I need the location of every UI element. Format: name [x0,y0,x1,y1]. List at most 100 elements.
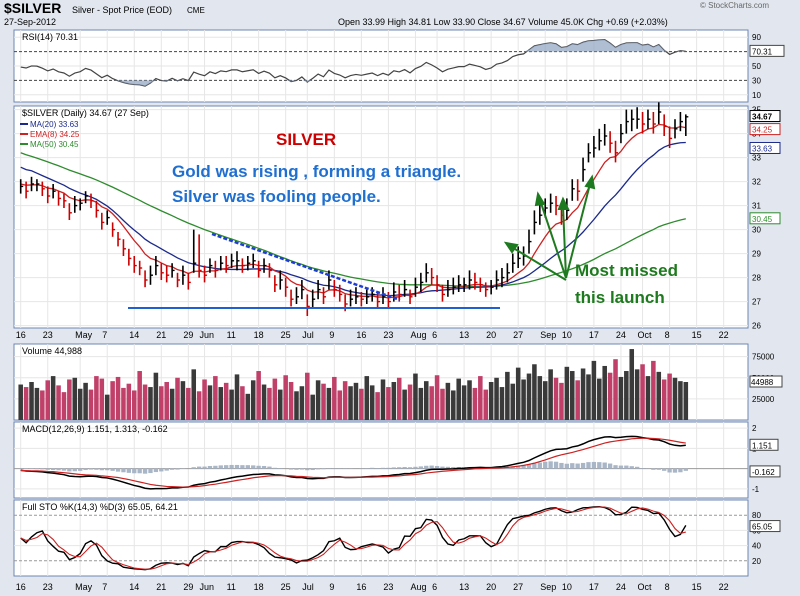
volume-bar-62 [353,382,359,420]
sto-value-tag: 65.05 [752,523,773,532]
x-tick-mid-21: 10 [562,330,572,340]
price-tag-2: 33.63 [752,144,773,153]
macd-histogram-bar-70 [397,467,402,469]
copyright-label: © StockCharts.com [700,1,769,10]
volume-bar-23 [142,384,148,420]
macd-neg-tag: -0.162 [752,468,775,477]
macd-histogram-bar-115 [640,468,645,469]
macd-histogram-bar-44 [256,465,261,469]
macd-histogram-bar-4 [40,468,45,470]
x-tick-mid-7: Jun [200,330,215,340]
macd-histogram-bar-54 [310,468,315,471]
volume-bar-28 [169,388,175,420]
volume-bar-91 [510,383,516,420]
macd-histogram-bar-51 [294,468,299,470]
volume-bar-106 [591,360,597,420]
vol-value-tag-box [749,375,783,388]
volume-bar-72 [407,384,413,420]
x-tick-mid-27: 22 [719,330,729,340]
x-tick-bottom-13: 16 [356,582,366,592]
x-tick-bottom-14: 23 [383,582,393,592]
legend-ema8: EMA(8) 34.25 [30,130,80,139]
x-tick-bottom-25: 8 [665,582,670,592]
macd-histogram-bar-52 [299,468,305,470]
annotation-line1: Gold was rising , forming a triangle. [172,162,461,181]
x-tick-mid-6: 29 [183,330,193,340]
volume-bar-79 [445,382,451,420]
volume-bar-32 [191,369,197,420]
volume-bar-104 [580,368,586,420]
macd-histogram-bar-37 [218,465,223,469]
volume-bar-19 [121,387,126,420]
volume-bar-30 [180,381,186,420]
price-label: $SILVER (Daily) 34.67 (27 Sep) [22,108,149,118]
arrow-3 [562,205,567,279]
volume-bar-102 [569,371,575,420]
macd-histogram-bar-6 [50,468,56,471]
macd-histogram-bar-97 [543,461,548,469]
x-tick-mid-24: Oct [638,330,653,340]
macd-histogram-bar-111 [618,465,624,469]
x-tick-bottom-20: Sep [540,582,556,592]
x-tick-bottom-23: 24 [616,582,626,592]
series-layer [18,38,689,571]
macd-histogram-bar-41 [240,465,245,469]
price-tick-28: 28 [752,274,761,283]
macd-histogram-bar-119 [662,468,667,471]
volume-bar-27 [164,382,169,420]
volume-bar-34 [202,379,207,420]
volume-bar-82 [461,385,467,420]
x-tick-bottom-0: 16 [16,582,26,592]
price-tick-30: 30 [752,226,761,235]
volume-bar-39 [229,389,234,420]
macd-histogram-bar-74 [418,466,424,469]
legend-ma20: MA(20) 33.63 [30,120,79,129]
sto-tick-20: 20 [752,557,761,566]
macd-histogram-bar-38 [224,465,229,469]
falling-trendline [211,232,401,302]
symbol-title: $SILVER [4,0,61,16]
volume-bar-123 [683,382,689,420]
volume-bar-86 [483,389,489,420]
macd-histogram-bar-7 [56,468,61,471]
macd-histogram-bar-110 [613,465,618,469]
macd-histogram-bar-94 [526,464,532,469]
x-tick-mid-11: Jul [302,330,314,340]
volume-bar-55 [315,380,321,420]
volume-bar-98 [548,369,553,420]
macd-histogram-bar-105 [586,462,591,469]
volume-bar-53 [305,372,310,420]
volume-bar-85 [478,376,483,420]
macd-histogram-bar-33 [196,466,202,469]
macd-histogram-bar-40 [234,464,240,469]
volume-bar-14 [94,376,99,420]
volume-bar-36 [213,376,218,420]
macd-histogram-bar-75 [424,465,429,469]
volume-bar-113 [629,349,635,420]
macd-histogram-bar-72 [407,467,413,469]
volume-bar-73 [413,373,418,420]
macd-histogram-bar-28 [169,468,175,470]
volume-bar-78 [440,388,445,420]
macd-histogram-bar-15 [99,468,104,471]
volume-bar-95 [532,364,537,420]
macd-histogram-bar-12 [83,468,88,471]
volume-bar-111 [618,376,624,420]
volume-bar-101 [564,366,570,420]
volume-bar-114 [634,369,640,420]
volume-bar-70 [396,377,402,420]
volume-bar-42 [245,393,251,420]
volume-bar-2 [29,382,34,420]
macd-histogram-bar-48 [278,468,283,469]
symbol-description: Silver - Spot Price (EOD) [72,5,172,15]
x-tick-bottom-27: 22 [719,582,729,592]
x-tick-bottom-11: Jul [302,582,314,592]
x-tick-mid-26: 15 [692,330,702,340]
rsi-overbought-fill [20,39,686,52]
macd-histogram-bar-122 [678,468,683,473]
volume-bar-29 [175,377,180,420]
volume-bar-18 [115,376,121,420]
vol-value-tag: 44988 [751,378,774,387]
volume-bar-31 [186,387,191,420]
